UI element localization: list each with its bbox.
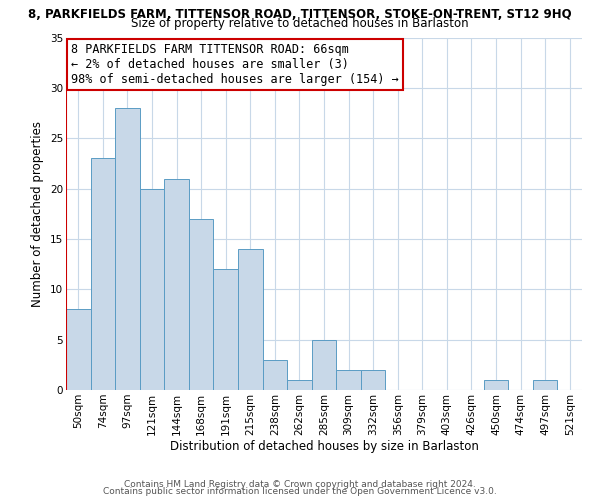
Text: Contains public sector information licensed under the Open Government Licence v3: Contains public sector information licen… xyxy=(103,487,497,496)
Bar xyxy=(140,188,164,390)
Text: Contains HM Land Registry data © Crown copyright and database right 2024.: Contains HM Land Registry data © Crown c… xyxy=(124,480,476,489)
Y-axis label: Number of detached properties: Number of detached properties xyxy=(31,120,44,306)
Bar xyxy=(361,370,385,390)
Bar xyxy=(287,380,312,390)
Bar xyxy=(214,269,238,390)
Text: 8 PARKFIELDS FARM TITTENSOR ROAD: 66sqm
← 2% of detached houses are smaller (3)
: 8 PARKFIELDS FARM TITTENSOR ROAD: 66sqm … xyxy=(71,43,399,86)
Bar xyxy=(189,219,214,390)
Bar xyxy=(312,340,336,390)
Bar xyxy=(164,178,189,390)
Bar xyxy=(238,249,263,390)
Bar xyxy=(263,360,287,390)
Text: Size of property relative to detached houses in Barlaston: Size of property relative to detached ho… xyxy=(131,16,469,30)
Bar xyxy=(336,370,361,390)
X-axis label: Distribution of detached houses by size in Barlaston: Distribution of detached houses by size … xyxy=(170,440,478,454)
Bar xyxy=(484,380,508,390)
Text: 8, PARKFIELDS FARM, TITTENSOR ROAD, TITTENSOR, STOKE-ON-TRENT, ST12 9HQ: 8, PARKFIELDS FARM, TITTENSOR ROAD, TITT… xyxy=(28,8,572,20)
Bar xyxy=(91,158,115,390)
Bar xyxy=(66,310,91,390)
Bar xyxy=(533,380,557,390)
Bar xyxy=(115,108,140,390)
